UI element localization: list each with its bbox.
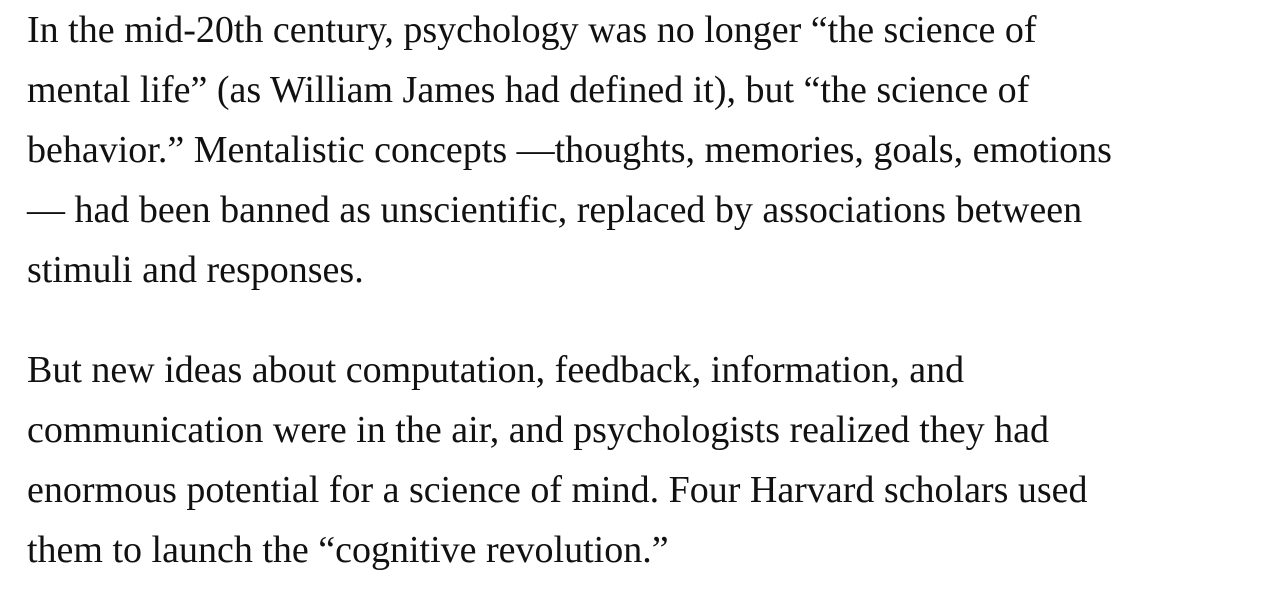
text-line: enormous potential for a science of mind… [27, 469, 1088, 511]
text-line: — had been banned as unscientific, repla… [27, 189, 1083, 231]
text-line: In the mid-20th century, psychology was … [27, 9, 1037, 51]
text-line: mental life” (as William James had defin… [27, 69, 1030, 111]
paragraph-behaviorism: In the mid-20th century, psychology was … [27, 0, 1277, 300]
paragraph-cognitive-revolution: But new ideas about computation, feedbac… [27, 340, 1277, 580]
text-line: them to launch the “cognitive revolution… [27, 529, 669, 571]
text-line: But new ideas about computation, feedbac… [27, 349, 965, 391]
text-line: communication were in the air, and psych… [27, 409, 1050, 451]
text-line: behavior.” Mentalistic concepts —thought… [27, 129, 1112, 171]
article-body: In the mid-20th century, psychology was … [27, 0, 1277, 580]
text-line: stimuli and responses. [27, 249, 364, 291]
